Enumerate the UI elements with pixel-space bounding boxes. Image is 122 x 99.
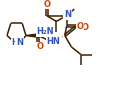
Polygon shape [26,34,38,37]
Text: O: O [43,0,50,9]
Text: N: N [64,10,71,19]
Text: O: O [82,23,89,32]
Text: H: H [11,38,18,47]
Text: N: N [16,38,23,47]
Text: O: O [37,42,44,51]
Text: H₂N: H₂N [37,27,54,36]
Text: O: O [76,22,83,31]
Text: HN: HN [46,37,60,46]
